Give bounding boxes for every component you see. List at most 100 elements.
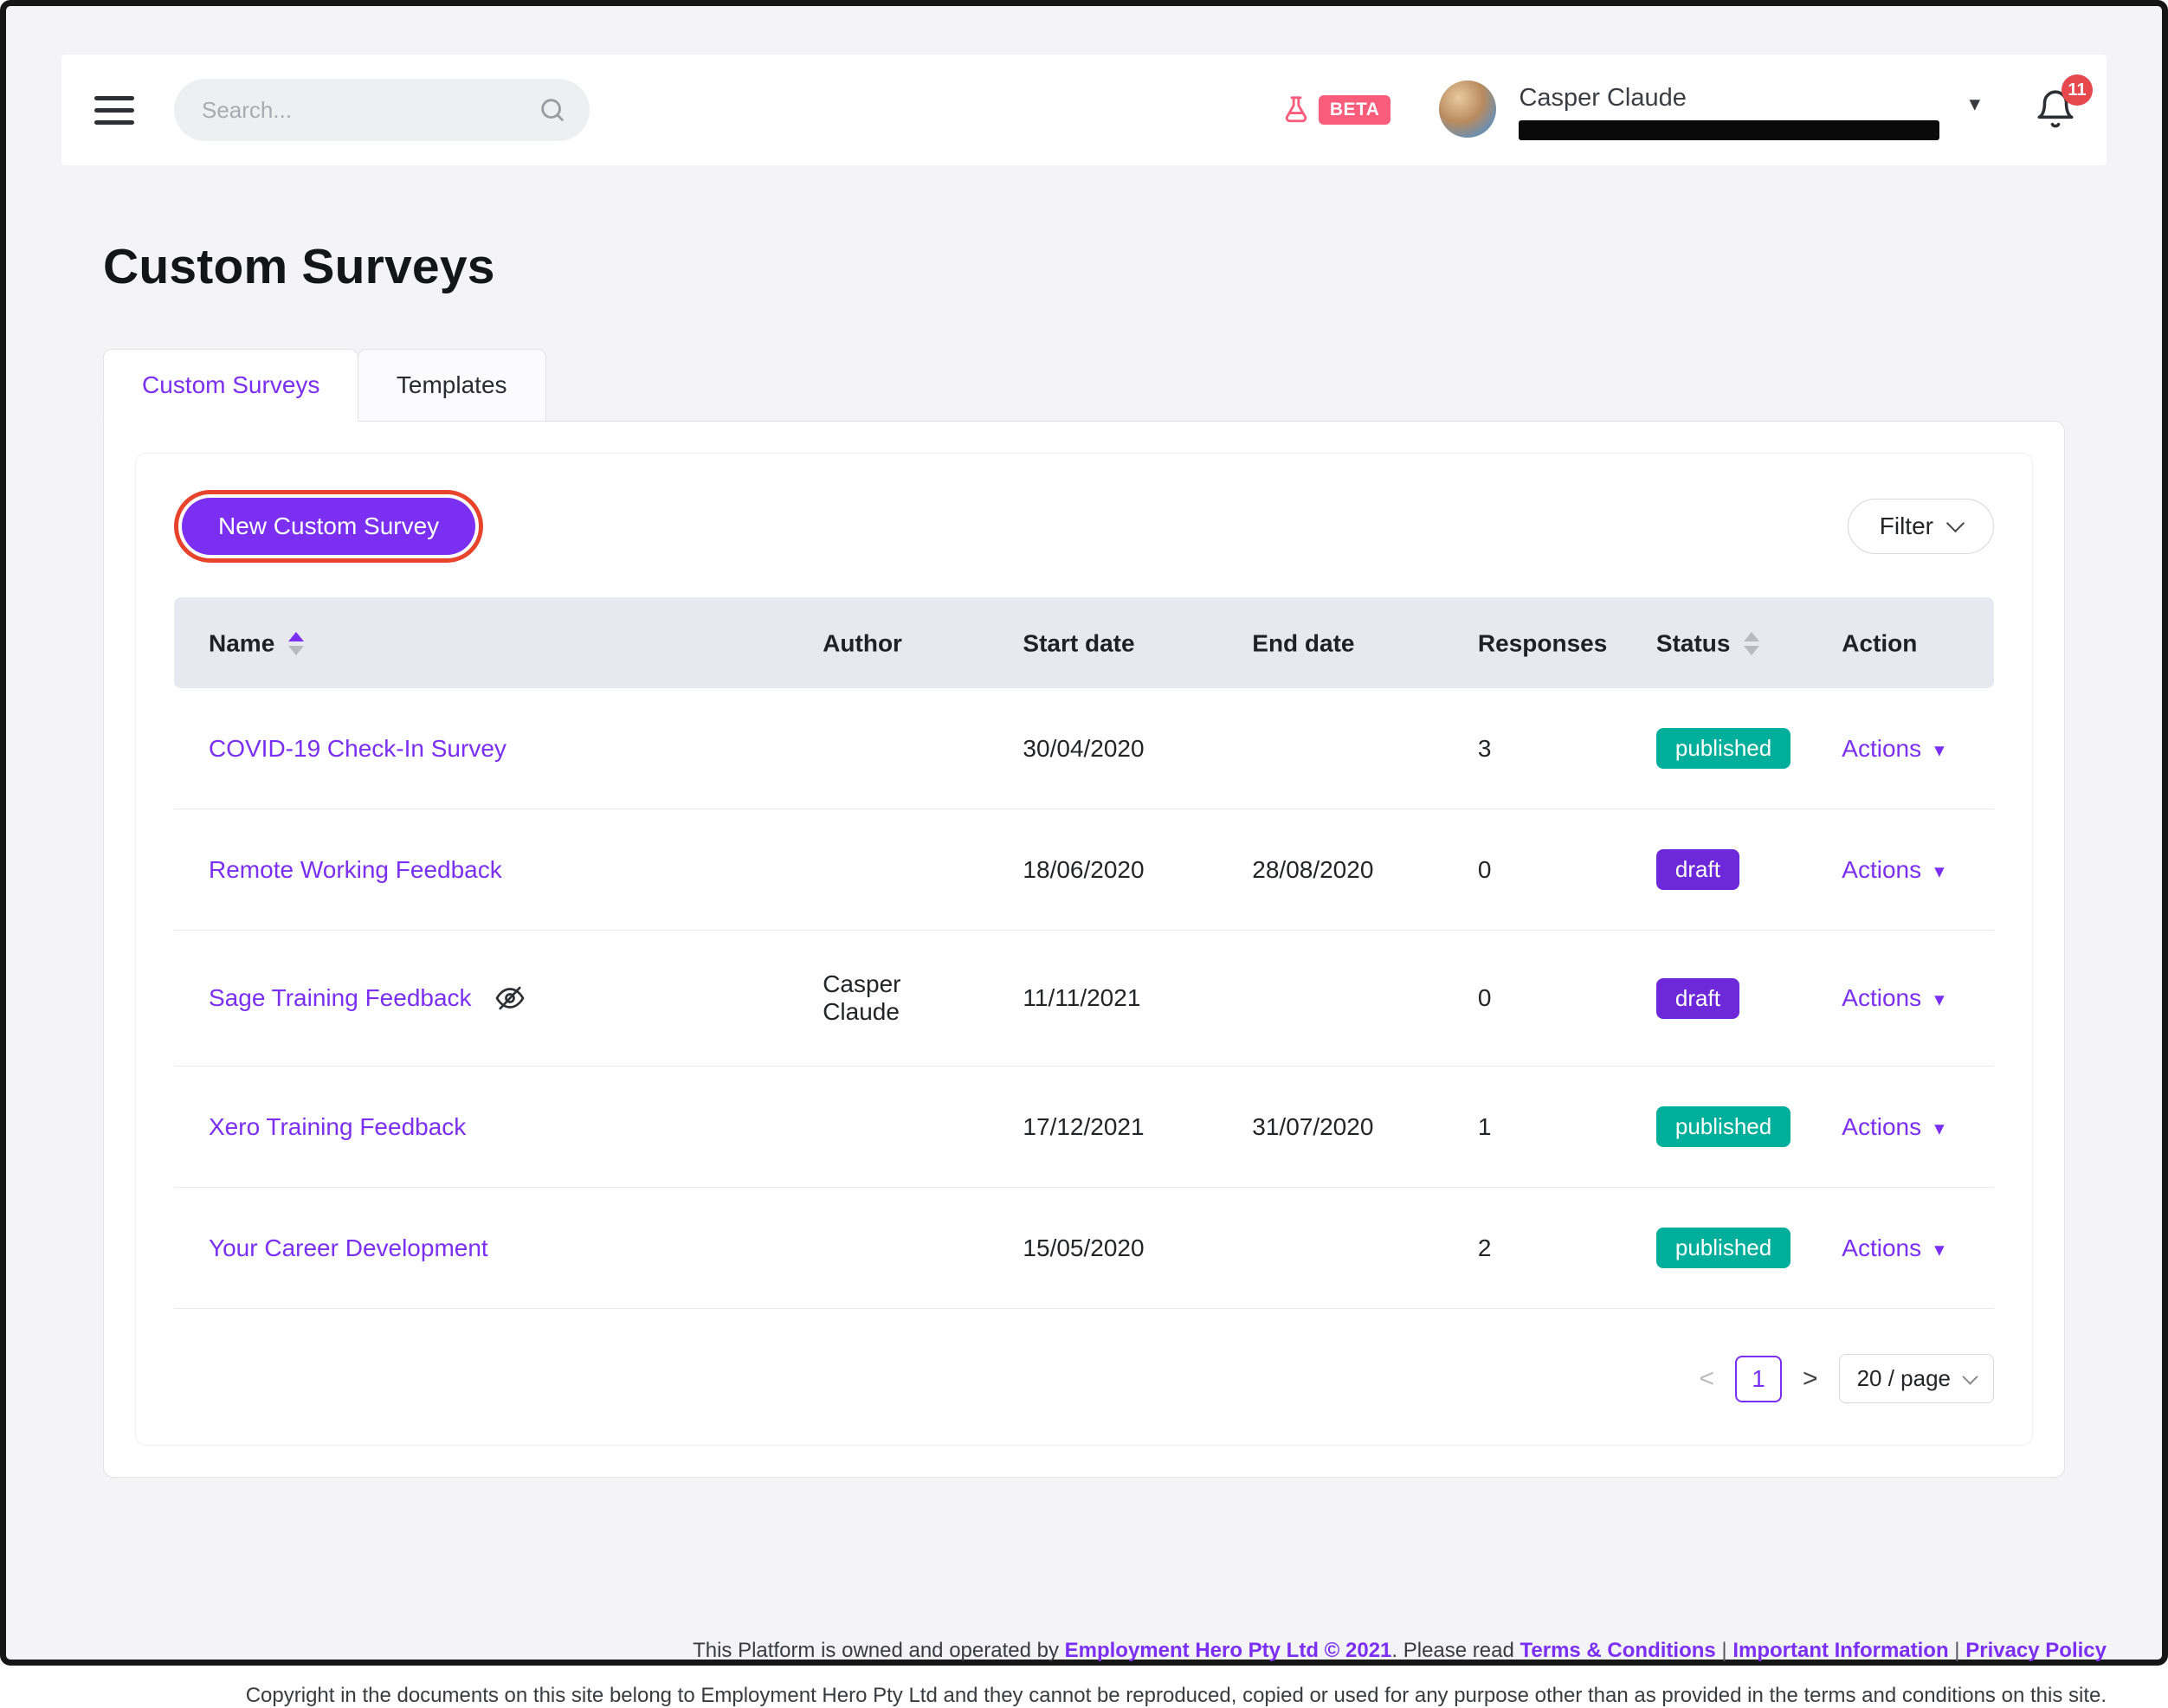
menu-icon[interactable] [86, 80, 146, 140]
start-date-cell: 18/06/2020 [1002, 809, 1232, 931]
start-date-cell: 30/04/2020 [1002, 688, 1232, 810]
beta-indicator: BETA [1281, 95, 1391, 125]
responses-cell: 2 [1456, 1187, 1636, 1310]
tab-custom-surveys[interactable]: Custom Surveys [103, 349, 359, 422]
terms-and-conditions-link[interactable]: Terms & Conditions [1520, 1639, 1716, 1663]
actions-dropdown[interactable]: Actions ▾ [1842, 1234, 1944, 1262]
survey-name-link[interactable]: Remote Working Feedback [209, 855, 502, 883]
page-title: Custom Surveys [103, 239, 495, 294]
table-row: Your Career Development 15/05/2020 2 pub… [174, 1187, 1994, 1310]
author-cell: Casper Claude [802, 930, 1003, 1067]
sort-icon-name [288, 631, 305, 655]
notifications-button[interactable]: 11 [2034, 74, 2093, 132]
column-header-responses: Responses [1456, 596, 1636, 689]
author-cell [802, 1187, 1003, 1310]
chevron-down-icon [1945, 513, 1965, 532]
status-badge: draft [1655, 849, 1739, 891]
beta-badge: BETA [1318, 95, 1391, 125]
current-page[interactable]: 1 [1735, 1355, 1783, 1402]
start-date-cell: 17/12/2021 [1002, 1066, 1232, 1189]
surveys-card: New Custom Survey Filter Name Author Start… [135, 452, 2033, 1447]
column-header-end-date: End date [1231, 596, 1457, 689]
survey-name-link[interactable]: COVID-19 Check-In Survey [209, 734, 507, 762]
actions-dropdown[interactable]: Actions ▾ [1842, 984, 1944, 1012]
end-date-cell [1231, 688, 1457, 810]
status-badge: draft [1655, 977, 1739, 1019]
column-header-author: Author [802, 596, 1003, 689]
chevron-down-icon: ▾ [1934, 738, 1945, 761]
next-page-button[interactable]: > [1803, 1363, 1818, 1393]
author-cell [802, 809, 1003, 931]
tab-bar: Custom Surveys Templates [103, 349, 2065, 422]
chevron-down-icon: ▾ [1934, 1237, 1945, 1260]
footer: This Platform is owned and operated by E… [61, 1478, 2107, 1708]
search-box[interactable] [174, 79, 590, 141]
panel-toolbar: New Custom Survey Filter [174, 489, 1994, 563]
actions-label: Actions [1842, 734, 1922, 762]
table-header-row: Name Author Start date End date Responses Sta… [174, 596, 1994, 689]
actions-dropdown[interactable]: Actions ▾ [1842, 1113, 1944, 1141]
author-cell [802, 1066, 1003, 1189]
responses-cell: 3 [1456, 688, 1636, 810]
column-header-action: Action [1821, 596, 1994, 689]
end-date-cell [1231, 1187, 1457, 1310]
chevron-down-icon: ▾ [1934, 1116, 1945, 1139]
page-size-select[interactable]: 20 / page [1838, 1354, 1994, 1404]
annotation-ring: New Custom Survey [174, 489, 484, 563]
pagination: < 1 > 20 / page [174, 1354, 1994, 1404]
column-header-status[interactable]: Status [1635, 596, 1822, 689]
table-row: COVID-19 Check-In Survey 30/04/2020 3 pu… [174, 688, 1994, 810]
actions-label: Actions [1842, 855, 1922, 883]
footer-line1: This Platform is owned and operated by E… [693, 1639, 2107, 1663]
redacted-email [1519, 119, 1940, 140]
status-badge: published [1655, 1228, 1791, 1269]
chevron-down-icon[interactable]: ▾ [1969, 91, 1980, 116]
flask-icon [1285, 96, 1307, 123]
column-header-name[interactable]: Name [174, 596, 803, 689]
survey-name-link[interactable]: Your Career Development [209, 1234, 488, 1261]
end-date-cell [1231, 930, 1457, 1067]
table-row: Xero Training Feedback 17/12/2021 31/07/… [174, 1066, 1994, 1189]
actions-label: Actions [1842, 1112, 1922, 1140]
status-badge: published [1655, 728, 1791, 770]
employment-hero-link[interactable]: Employment Hero Pty Ltd © 2021 [1064, 1639, 1392, 1663]
table-row: Sage Training Feedback Casper Claude 11/… [174, 930, 1994, 1067]
user-info: Casper Claude [1519, 81, 1940, 140]
notification-badge: 11 [2062, 74, 2093, 106]
user-name: Casper Claude [1519, 83, 1687, 112]
actions-label: Actions [1842, 984, 1922, 1012]
sort-icon-status [1744, 631, 1760, 655]
author-cell [802, 688, 1003, 810]
topbar-right: BETA Casper Claude ▾ 11 [1281, 74, 2093, 140]
survey-name-link[interactable]: Sage Training Feedback [209, 984, 472, 1012]
tab-templates[interactable]: Templates [357, 349, 546, 422]
column-header-start-date: Start date [1002, 596, 1232, 689]
surveys-panel: New Custom Survey Filter Name Author Start… [103, 420, 2065, 1479]
chevron-down-icon [1962, 1368, 1978, 1385]
copyright-text: Copyright in the documents on this site … [245, 1684, 2107, 1708]
start-date-cell: 15/05/2020 [1002, 1187, 1232, 1310]
survey-name-link[interactable]: Xero Training Feedback [209, 1112, 467, 1140]
start-date-cell: 11/11/2021 [1002, 930, 1232, 1067]
actions-dropdown[interactable]: Actions ▾ [1842, 735, 1944, 763]
status-badge: published [1655, 1106, 1791, 1148]
avatar[interactable] [1439, 80, 1497, 138]
end-date-cell: 28/08/2020 [1231, 809, 1457, 931]
chevron-down-icon: ▾ [1934, 859, 1945, 882]
end-date-cell: 31/07/2020 [1231, 1066, 1457, 1189]
responses-cell: 0 [1456, 809, 1636, 931]
important-information-link[interactable]: Important Information [1732, 1639, 1949, 1663]
user-menu[interactable]: Casper Claude ▾ [1439, 80, 1980, 140]
responses-cell: 0 [1456, 930, 1636, 1067]
surveys-table: Name Author Start date End date Responses Sta… [174, 596, 1994, 1310]
new-custom-survey-button[interactable]: New Custom Survey [182, 497, 476, 555]
search-input[interactable] [174, 79, 590, 141]
actions-dropdown[interactable]: Actions ▾ [1842, 856, 1944, 884]
privacy-policy-link[interactable]: Privacy Policy [1965, 1639, 2107, 1663]
actions-label: Actions [1842, 1234, 1922, 1261]
prev-page-button[interactable]: < [1699, 1363, 1715, 1393]
chevron-down-icon: ▾ [1934, 988, 1945, 1011]
filter-button[interactable]: Filter [1847, 498, 1994, 554]
table-row: Remote Working Feedback 18/06/2020 28/08… [174, 809, 1994, 931]
eye-off-icon [494, 983, 526, 1014]
